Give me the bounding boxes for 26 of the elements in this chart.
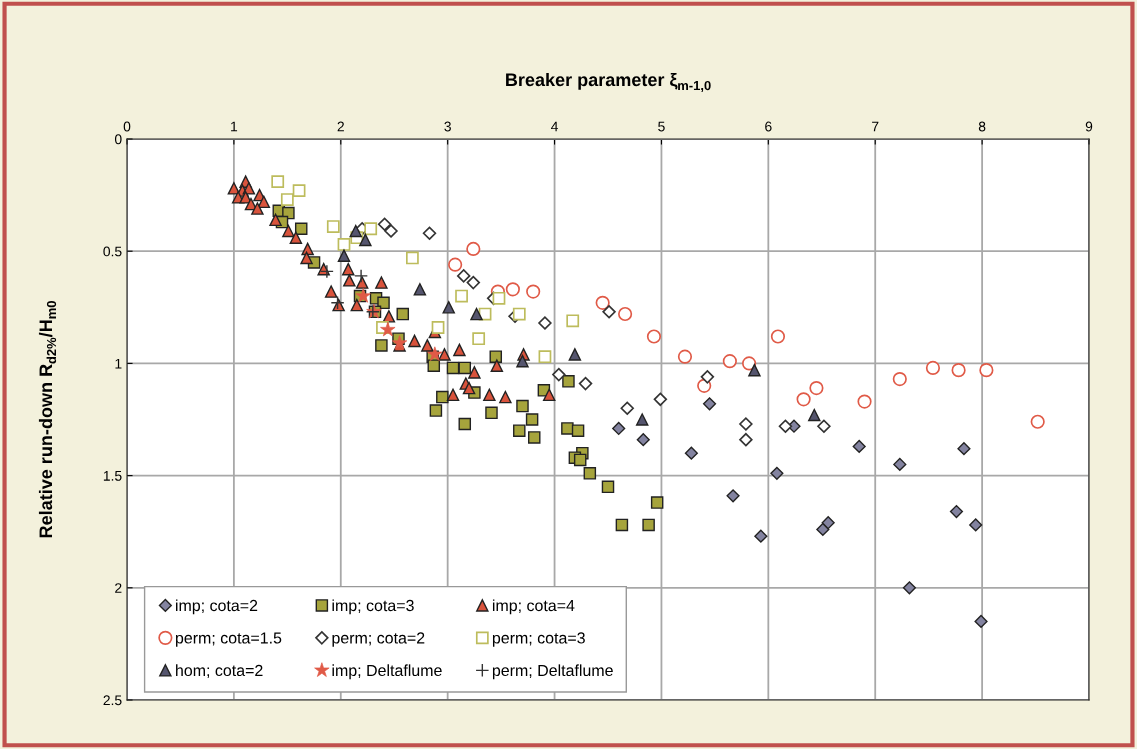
legend-label: perm; cota=2: [332, 632, 425, 647]
x-tick-label: 1: [231, 121, 238, 132]
legend-label: perm; cota=1.5: [175, 632, 282, 647]
y-tick-label: 0: [114, 134, 122, 145]
x-tick-label: 4: [551, 121, 559, 132]
x-tick-label: 2: [337, 121, 344, 132]
legend-label: perm; Deltaflume: [492, 664, 613, 680]
legend-label: imp; Deltaflume: [332, 664, 442, 680]
legend-label: hom; cota=2: [176, 664, 263, 678]
y-tick-label: 1.5: [103, 471, 122, 481]
legend-label: imp; cota=4: [492, 599, 575, 615]
x-tick-label: 7: [872, 121, 879, 132]
x-tick-label: 9: [1085, 121, 1093, 132]
y-tick-label: 1: [115, 358, 122, 369]
x-tick-label: 5: [658, 121, 665, 132]
y-tick-label: 2.5: [103, 695, 122, 706]
legend-label: imp; cota=2: [176, 599, 258, 615]
y-tick-label: 2: [115, 583, 122, 593]
x-tick-label: 6: [765, 121, 772, 132]
legend-label: imp; cota=3: [332, 599, 414, 615]
y-tick-label: 0.5: [103, 246, 122, 257]
y-axis-title: Relative run-down Rd2%/Hm0: [38, 301, 57, 538]
x-tick-label: 8: [978, 121, 986, 132]
legend-label: perm; cota=3: [492, 632, 585, 647]
x-tick-label: 3: [444, 121, 451, 132]
x-tick-label: 0: [123, 121, 131, 132]
